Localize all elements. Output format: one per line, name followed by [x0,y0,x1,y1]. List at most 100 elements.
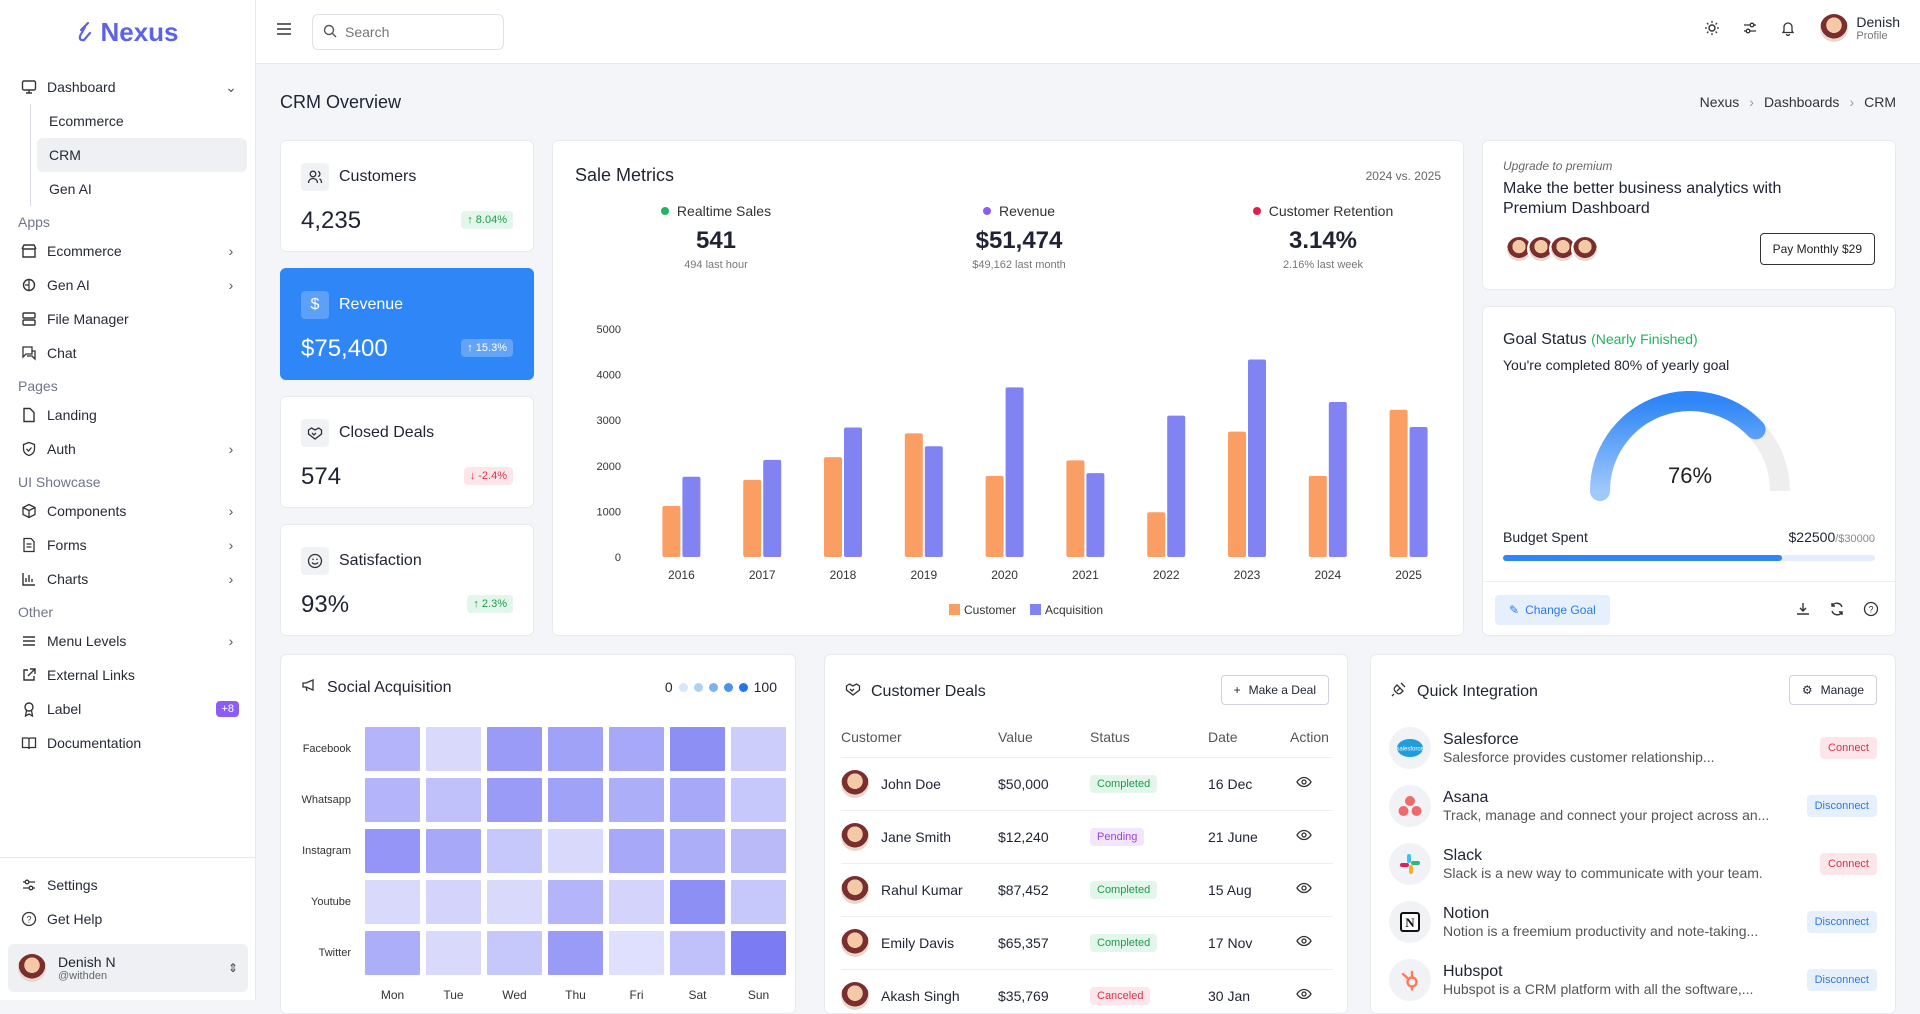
eye-icon[interactable] [1296,935,1312,952]
sidebar-item-forms[interactable]: Forms › [12,528,247,562]
breadcrumb-item[interactable]: Dashboards [1763,94,1840,110]
budget-total: /$30000 [1835,533,1875,545]
bell-icon[interactable] [1778,18,1798,38]
metric-realtime-sales: Realtime Sales 541 494 last hour [606,203,826,271]
sidebar-item-settings[interactable]: Settings [12,868,248,902]
make-deal-button[interactable]: + Make a Deal [1220,675,1329,705]
profile-menu[interactable]: Denish Profile [1820,14,1900,42]
customer-name: Emily Davis [881,934,955,951]
menu-toggle-icon[interactable] [276,22,292,39]
sidebar-item-charts[interactable]: Charts › [12,562,247,596]
pay-monthly-button[interactable]: Pay Monthly $29 [1759,233,1875,265]
user-switcher[interactable]: Denish N @withden ⇕ [8,944,248,992]
refresh-icon[interactable] [1829,601,1845,620]
eye-icon[interactable] [1296,829,1312,846]
heatmap-col-label: Fri [629,988,644,1002]
heatmap-cell [426,778,481,822]
sidebar-item-label-link[interactable]: Label +8 [12,692,247,726]
slack-logo-icon [1389,843,1431,885]
bar-customer [1389,409,1408,557]
status-badge: Completed [1090,934,1158,952]
sidebar-item-external-links[interactable]: External Links [12,658,247,692]
sidebar-item-label: Gen AI [49,181,92,197]
sidebar-item-crm[interactable]: CRM [37,138,247,172]
download-icon[interactable] [1795,601,1811,620]
help-icon[interactable]: ? [1863,601,1879,620]
x-tick-label: 2019 [910,568,937,582]
sidebar-item-documentation[interactable]: Documentation [12,726,247,760]
kpi-change-badge: ↑ 2.3% [467,595,513,613]
customer-name: John Doe [881,775,941,792]
award-icon [20,700,38,718]
chevron-right-icon: › [228,633,234,649]
metric-value: 541 [695,227,737,254]
sidebar-item-ecommerce-dashboard[interactable]: Ecommerce [37,104,247,138]
eye-icon[interactable] [1296,882,1312,899]
sidebar-item-landing[interactable]: Landing [12,398,247,432]
heatmap-cell [365,778,420,822]
sidebar-item-dashboard[interactable]: Dashboard ⌄ [12,70,247,104]
connect-button[interactable]: Connect [1820,853,1877,875]
metric-label: Revenue [998,203,1056,219]
disconnect-button[interactable]: Disconnect [1806,795,1877,817]
sidebar-item-ecommerce[interactable]: Ecommerce › [12,234,247,268]
logo[interactable]: Nexus [0,0,255,64]
integration-desc: Track, manage and connect your project a… [1443,807,1770,823]
x-tick-label: 2024 [1314,568,1341,582]
heatmap-cell [487,778,542,822]
kpi-label: Closed Deals [339,424,435,441]
sidebar-item-menu-levels[interactable]: Menu Levels › [12,624,247,658]
metric-sub: 2.16% last week [1282,259,1364,271]
search-input[interactable] [345,24,485,40]
disconnect-button[interactable]: Disconnect [1806,911,1877,933]
heatmap-cell [609,931,664,975]
sidebar-nav: Dashboard ⌄ Ecommerce CRM Gen AI Apps Ec… [0,64,255,760]
x-tick-label: 2016 [668,568,695,582]
sidebar-item-label: Get Help [47,911,103,927]
breadcrumb-item[interactable]: Nexus [1699,94,1740,110]
y-tick-label: 1000 [597,506,621,518]
status-badge: Completed [1090,881,1158,899]
sidebar-item-label: Settings [47,877,98,893]
integration-name: Slack [1443,847,1483,864]
manage-button[interactable]: ⚙ Manage [1788,675,1877,705]
kpi-label: Satisfaction [339,552,422,569]
sidebar-item-genai[interactable]: Gen AI › [12,268,247,302]
sidebar-item-file-manager[interactable]: File Manager [12,302,247,336]
customer-cell: Jane Smith [841,822,998,851]
sidebar-item-label: Components [47,503,127,519]
eye-icon[interactable] [1296,989,1312,1005]
help-circle-icon: ? [20,910,38,928]
connect-button[interactable]: Connect [1820,737,1877,759]
asana-logo-icon [1389,785,1431,827]
heatmap-cell [365,931,420,975]
bar-customer [743,479,762,557]
sun-icon[interactable] [1702,18,1722,38]
social-acquisition-card: Social Acquisition 0 100 Facebook Whatsap… [280,654,796,1014]
y-tick-label: 4000 [597,370,621,382]
heatmap-cell [731,931,786,975]
heatmap-cell [731,778,786,822]
heatmap-cell [487,727,542,771]
app-name: Nexus [100,16,179,47]
heatmap-cell [487,829,542,873]
sidebar-item-genai-dashboard[interactable]: Gen AI [37,172,247,206]
sidebar-item-components[interactable]: Components › [12,494,247,528]
sidebar-item-chat[interactable]: Chat [12,336,247,370]
button-label: Change Goal [1525,603,1596,617]
heatmap-cell [670,727,725,771]
sidebar-item-auth[interactable]: Auth › [12,432,247,466]
sliders-icon: ⚙ [1801,683,1813,697]
legend-max: 100 [753,679,777,695]
disconnect-button[interactable]: Disconnect [1806,969,1877,991]
pencil-icon: ✎ [1509,603,1520,617]
settings-sliders-icon[interactable] [1740,18,1760,38]
search-box[interactable] [312,14,504,50]
heatmap-cell [487,931,542,975]
kpi-change: 2.3% [481,598,507,610]
sidebar-item-help[interactable]: ? Get Help [12,902,248,936]
sidebar-item-label: Documentation [47,735,142,751]
change-goal-button[interactable]: ✎ Change Goal [1495,595,1610,625]
customer-name: Rahul Kumar [881,881,963,898]
eye-icon[interactable] [1296,776,1312,793]
